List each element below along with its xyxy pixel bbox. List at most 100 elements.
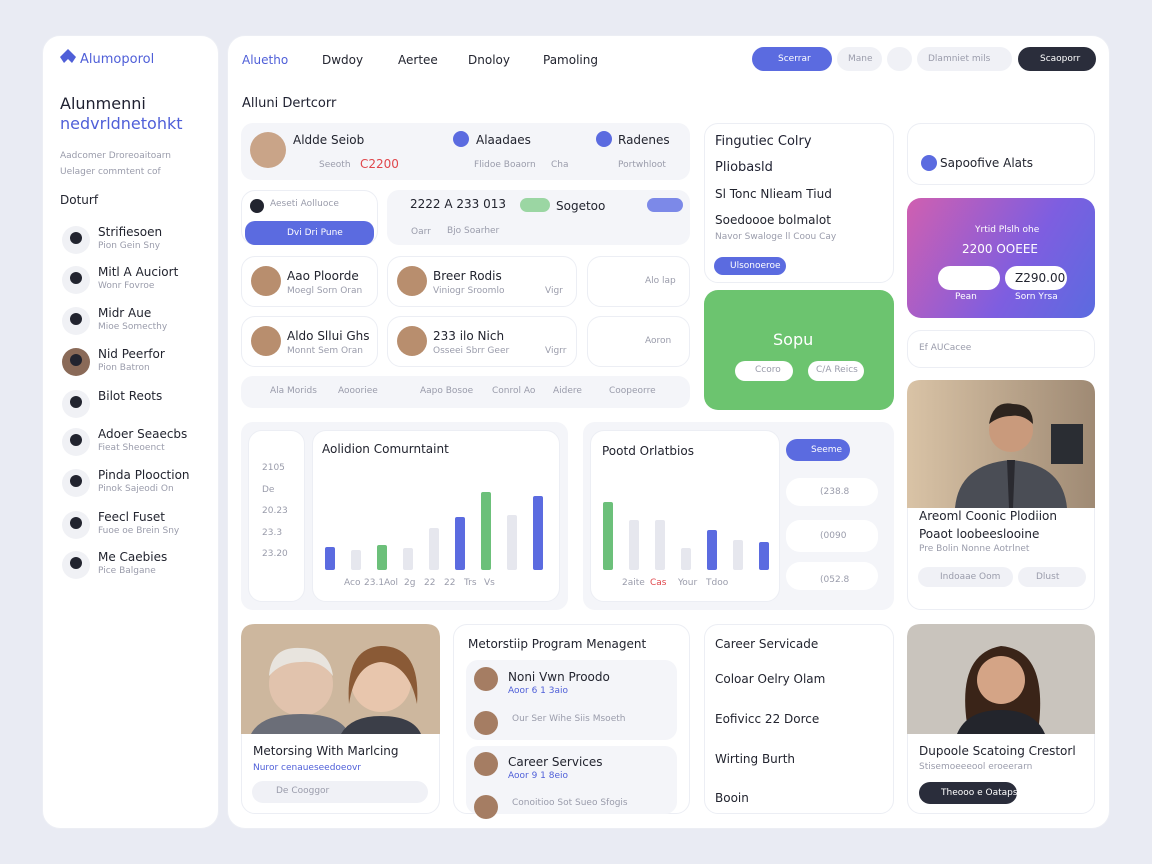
spotlight-name: Areoml Coonic Plodiion: [919, 509, 1057, 523]
spotlight-pill[interactable]: [1018, 567, 1086, 587]
avatar: [921, 155, 937, 171]
person-role: Pinok Sajeodi On: [98, 484, 174, 494]
career-item: Coloar Oelry Olam: [715, 672, 826, 686]
profile-card[interactable]: [587, 256, 690, 307]
nav-button-label: Mane: [848, 54, 873, 64]
bar: [455, 517, 465, 570]
stat-pill: [786, 478, 878, 506]
avatar: [70, 396, 82, 408]
nav-button-label: Scaoporr: [1040, 54, 1081, 64]
status-pill: [647, 198, 683, 212]
promo-title: Yrtid Plslh ohe: [975, 225, 1040, 235]
bar: [481, 492, 491, 570]
status-item: Oarr: [411, 227, 431, 237]
summary-detail: Portwhloot: [618, 160, 666, 170]
tag: Aapo Bosoe: [420, 386, 474, 396]
promo-toggle[interactable]: [938, 266, 1000, 290]
stat-value: (0090: [820, 531, 847, 541]
avatar: [70, 517, 82, 529]
feature-card: [704, 123, 894, 283]
x-label: Aco: [344, 578, 361, 588]
avatar: [251, 266, 281, 296]
bar: [629, 520, 639, 570]
avatar: [70, 354, 82, 366]
tag: Aidere: [553, 386, 582, 396]
profile-extra: Vigr: [545, 286, 563, 296]
bar: [533, 496, 543, 570]
program-item: Conoitioo Sot Sueo Sfogis: [512, 798, 628, 808]
spotlight-pill[interactable]: [918, 567, 1013, 587]
avatar: [70, 557, 82, 569]
nav-button[interactable]: [837, 47, 882, 71]
person-name: Feecl Fuset: [98, 510, 165, 524]
filter-button[interactable]: [245, 221, 374, 245]
promo-foot: Pean: [955, 292, 977, 302]
description: Aadcomer Droreoaitoarn: [60, 151, 172, 161]
green-pill-label: Ccoro: [755, 365, 781, 375]
bar: [377, 545, 387, 570]
person-role: Pion Batron: [98, 363, 150, 373]
nav-tab: Aertee: [398, 53, 438, 67]
career-card: [704, 624, 894, 814]
nav-button[interactable]: [917, 47, 1012, 71]
chart-button[interactable]: [786, 439, 850, 461]
nav-button[interactable]: [1018, 47, 1096, 71]
x-label: Aol: [384, 578, 399, 588]
bar: [655, 520, 665, 570]
green-pill[interactable]: [735, 361, 793, 381]
career-item: Booin: [715, 791, 749, 805]
tag: Coopeorre: [609, 386, 656, 396]
feature-text: Fingutiec Colry: [715, 134, 812, 149]
bar: [351, 550, 361, 570]
nav-tab: Pamoling: [543, 53, 598, 67]
chart-side: [248, 430, 305, 602]
icon-button[interactable]: [887, 47, 912, 71]
alerts-title: Sapoofive Alats: [940, 156, 1033, 170]
page-title: Alluni Dertcorr: [242, 96, 337, 111]
brand: Alumoporol: [80, 52, 155, 67]
x-label: 2g: [404, 578, 416, 588]
stat-pill: [786, 520, 878, 552]
x-label: Cas: [650, 578, 667, 588]
avatar: [70, 313, 82, 325]
avatar: [474, 711, 498, 735]
profile-role: Moegl Sorn Oran: [287, 286, 363, 296]
logo: [60, 49, 76, 63]
featured-button[interactable]: [919, 782, 1017, 804]
avatar: [250, 132, 286, 168]
tag: Ala Morids: [270, 386, 317, 396]
career-item: Wirting Burth: [715, 752, 796, 766]
bar: [507, 515, 517, 570]
person-name: Strifiesoen: [98, 225, 163, 239]
mentoring-sub: Nuror cenaueseedoeovr: [253, 763, 362, 773]
profile-role: Monnt Sem Oran: [287, 346, 363, 356]
chart-side-value: 2105: [262, 463, 285, 473]
x-label: Vs: [484, 578, 495, 588]
promo-button[interactable]: [1005, 266, 1067, 290]
summary-name: Alaadaes: [476, 133, 531, 147]
program-item: Noni Vwn Proodo: [508, 670, 610, 684]
x-label: Your: [678, 578, 698, 588]
nav-tab: Dnoloy: [468, 53, 510, 67]
status-code: 2222 A 233 013: [410, 197, 506, 211]
green-pill[interactable]: [808, 361, 864, 381]
person-name: Bilot Reots: [98, 389, 163, 403]
feature-text: Pliobasld: [715, 160, 773, 175]
person-name: Midr Aue: [98, 306, 152, 320]
bar: [707, 530, 717, 570]
spotlight-pill-label: Indoaae Oom: [940, 572, 1001, 582]
nav-button[interactable]: [752, 47, 832, 71]
program-sub: Aoor 6 1 3aio: [508, 686, 568, 696]
stat-pill: [786, 562, 878, 590]
feature-pill[interactable]: [714, 257, 786, 275]
mentoring-select[interactable]: [252, 781, 428, 803]
bar: [681, 548, 691, 570]
summary-detail: Seeoth: [319, 160, 351, 170]
access-card[interactable]: [907, 330, 1095, 368]
profile-card[interactable]: [587, 316, 690, 367]
chart-panel: [590, 430, 780, 602]
avatar: [397, 326, 427, 356]
profile-role: Osseei Sbrr Geer: [433, 346, 510, 356]
bar: [733, 540, 743, 570]
